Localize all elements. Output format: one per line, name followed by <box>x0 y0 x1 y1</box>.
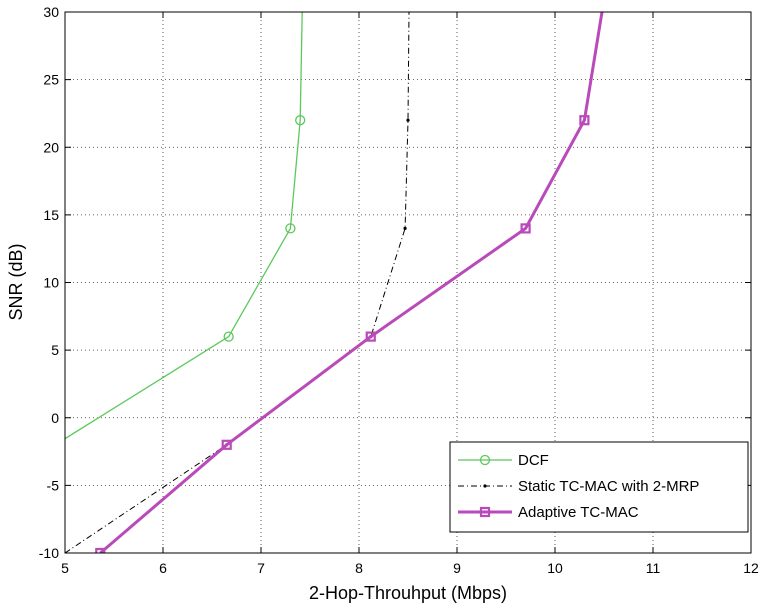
x-tick-label: 12 <box>743 560 759 576</box>
marker-circle <box>285 223 296 234</box>
marker-circle <box>295 115 306 126</box>
x-tick-label: 9 <box>453 560 461 576</box>
x-tick-label: 8 <box>355 560 363 576</box>
ticks <box>64 11 752 554</box>
x-tick-label: 5 <box>61 560 69 576</box>
marker-square <box>520 223 531 234</box>
legend-label: DCF <box>518 452 549 469</box>
marker-circle <box>223 331 234 342</box>
x-tick-label: 11 <box>646 560 661 576</box>
series-line <box>99 12 604 553</box>
y-tick-label: 10 <box>43 275 59 291</box>
x-tick-labels: 5 6 7 8 9 10 11 12 <box>61 560 759 576</box>
y-tick-label: -5 <box>47 477 60 493</box>
y-axis-label: SNR (dB) <box>6 243 26 320</box>
y-tick-label: 30 <box>43 4 59 20</box>
legend-label: Adaptive TC-MAC <box>518 504 639 521</box>
legend: DCF Static TC-MAC with 2-MRP Adaptive TC-M… <box>449 441 749 533</box>
y-tick-label: -10 <box>39 545 59 561</box>
x-tick-label: 6 <box>159 560 167 576</box>
marker-dot <box>406 118 410 122</box>
series-line <box>65 12 410 553</box>
legend-marker-dot <box>483 484 487 488</box>
marker-dot <box>403 226 407 230</box>
legend-box <box>449 441 749 533</box>
legend-label: Static TC-MAC with 2-MRP <box>518 478 699 495</box>
legend-marker-square <box>479 506 491 518</box>
x-tick-label: 10 <box>547 560 563 576</box>
x-tick-label: 7 <box>257 560 265 576</box>
marker-square <box>579 115 590 126</box>
y-tick-label: 0 <box>51 410 59 426</box>
marker-square <box>221 439 232 450</box>
y-tick-label: 25 <box>43 72 59 88</box>
series-layer <box>65 12 604 553</box>
y-tick-label: 20 <box>43 139 59 155</box>
series-line <box>65 12 303 440</box>
series-adaptive-tc-mac <box>95 12 604 553</box>
legend-marker-circle <box>479 454 491 466</box>
marker-square <box>365 331 376 342</box>
series-dcf <box>65 12 306 440</box>
y-tick-labels: -10 -5 0 5 10 15 20 25 30 <box>39 4 59 561</box>
y-tick-label: 5 <box>51 342 59 358</box>
x-axis-label: 2-Hop-Throuhput (Mbps) <box>309 583 507 603</box>
y-tick-label: 15 <box>43 207 59 223</box>
legend-item: Static TC-MAC with 2-MRP <box>458 478 699 495</box>
legend-item: DCF <box>458 452 549 469</box>
legend-item: Adaptive TC-MAC <box>458 504 639 521</box>
marker-square <box>95 547 106 553</box>
